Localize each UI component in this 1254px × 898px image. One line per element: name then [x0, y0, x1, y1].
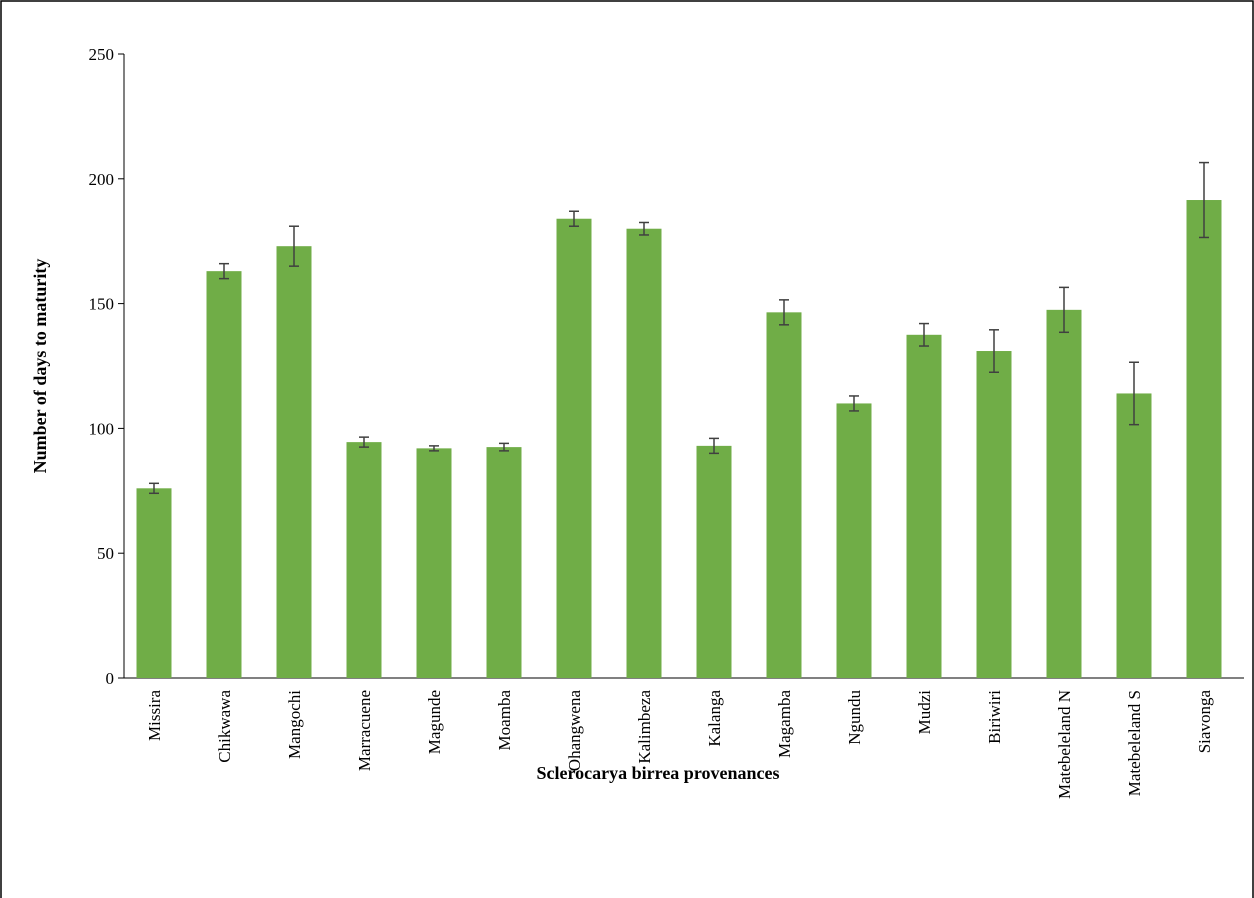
- error-bar: [849, 395, 859, 412]
- error-bar: [709, 437, 719, 455]
- error-bar: [1129, 361, 1139, 426]
- y-tick-label: 200: [89, 170, 115, 189]
- error-bar: [919, 322, 929, 347]
- bar: [1046, 309, 1082, 678]
- x-tick-label: Mangochi: [285, 690, 304, 759]
- error-bar: [359, 436, 369, 448]
- error-bar: [289, 225, 299, 267]
- x-tick-label: Matebeleland S: [1125, 690, 1144, 796]
- bar: [136, 488, 172, 678]
- y-axis-title: Number of days to maturity: [30, 259, 50, 474]
- error-bar: [639, 221, 649, 236]
- bar: [766, 312, 802, 678]
- y-tick-label: 250: [89, 45, 115, 64]
- x-tick-label: Mudzi: [915, 690, 934, 735]
- bar: [836, 403, 872, 678]
- y-tick-label: 100: [89, 419, 115, 438]
- error-bar: [569, 210, 579, 227]
- x-tick-label: Matebeleland N: [1055, 690, 1074, 799]
- bar: [486, 447, 522, 678]
- x-tick-label: Ngundu: [845, 690, 864, 745]
- bar: [346, 442, 382, 678]
- x-axis-title: Sclerocarya birrea provenances: [537, 763, 780, 783]
- bar: [976, 351, 1012, 678]
- x-tick-label: Chikwawa: [215, 690, 234, 763]
- error-bar: [149, 482, 159, 495]
- x-tick-label: Marracuene: [355, 690, 374, 771]
- error-bar: [779, 299, 789, 326]
- x-tick-label: Magamba: [775, 690, 794, 758]
- error-bar: [1199, 161, 1209, 239]
- y-tick-label: 0: [106, 669, 115, 688]
- error-bar: [1059, 286, 1069, 334]
- error-bar: [219, 262, 229, 280]
- bar: [696, 445, 732, 678]
- x-tick-label: Moamba: [495, 690, 514, 751]
- x-tick-label: Biriwiri: [985, 690, 1004, 744]
- error-bar: [989, 329, 999, 373]
- x-tick-label: Siavonga: [1195, 690, 1214, 754]
- bar: [276, 246, 312, 678]
- bar: [416, 448, 452, 678]
- bar: [206, 271, 242, 678]
- x-tick-label: Ohangwena: [565, 690, 584, 772]
- bar: [906, 334, 942, 678]
- x-tick-label: Magunde: [425, 690, 444, 754]
- x-tick-label: Kalimbeza: [635, 690, 654, 764]
- y-tick-label: 150: [89, 295, 115, 314]
- error-bar: [429, 445, 439, 452]
- x-tick-label: Kalanga: [705, 690, 724, 747]
- y-tick-label: 50: [97, 544, 114, 563]
- bar: [626, 228, 662, 678]
- bar: [1116, 393, 1152, 678]
- bar: [556, 218, 592, 678]
- x-tick-label: Missira: [145, 690, 164, 741]
- error-bar: [499, 442, 509, 452]
- bar: [1186, 200, 1222, 679]
